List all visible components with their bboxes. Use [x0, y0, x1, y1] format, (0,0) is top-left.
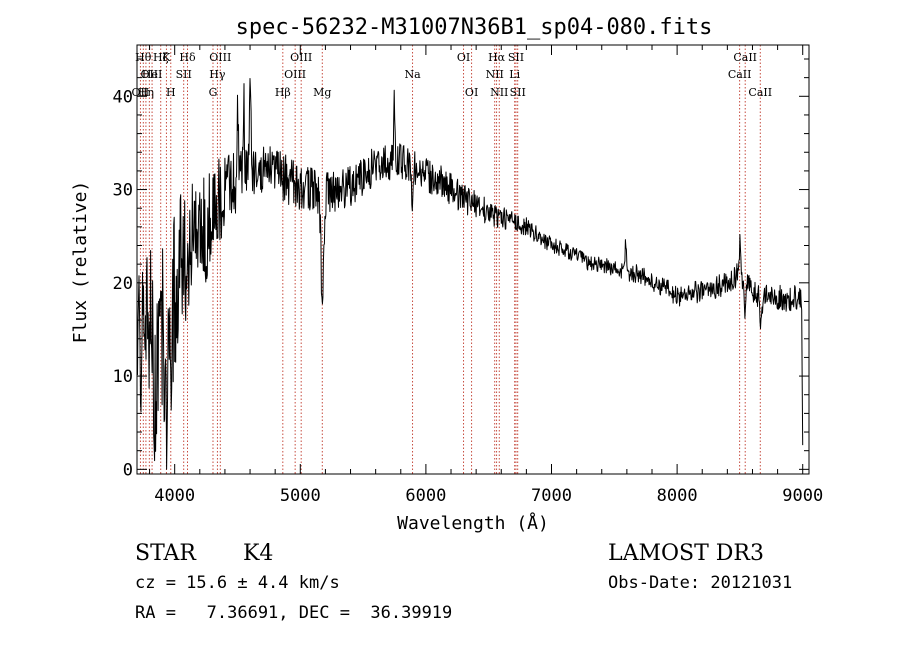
flux-series-line	[136, 78, 804, 470]
y-tick-label: 30	[113, 181, 133, 201]
spectral-line-label: Hη	[138, 86, 154, 99]
spectral-line-label: Li	[509, 68, 520, 81]
spectral-line-label: SII	[508, 51, 524, 64]
spectral-line-label: SII	[510, 86, 526, 99]
spectral-line-label: NII	[486, 68, 504, 81]
spectral-line-label: CaII	[733, 51, 757, 64]
spectral-line-label: H	[166, 86, 176, 99]
y-tick-label: 40	[113, 87, 133, 107]
spectral-line-label: OII	[132, 86, 150, 99]
spectral-line-label: SII	[176, 68, 192, 81]
spectral-line-label: OIII	[209, 51, 231, 64]
spectral-line-label: NII	[490, 86, 508, 99]
y-tick-label: 10	[113, 367, 133, 387]
spectral-line-label: Hα	[488, 51, 506, 64]
spectral-line-label: OI	[465, 86, 478, 99]
x-axis-label: Wavelength (Å)	[397, 512, 549, 534]
spectral-line-label: Mg	[313, 86, 331, 99]
spectral-line-label: OI	[457, 51, 470, 64]
x-tick-label: 7000	[531, 486, 572, 506]
y-tick-label: 20	[113, 274, 133, 294]
spectral-line-label: OIII	[284, 68, 306, 81]
coordinates: RA = 7.36691, DEC = 36.39919	[135, 603, 453, 623]
object-class: STAR	[135, 541, 196, 566]
chart-title: spec-56232-M31007N36B1_sp04-080.fits	[236, 15, 713, 40]
spectral-line-label: CaII	[748, 86, 772, 99]
y-tick-label: 0	[123, 460, 133, 480]
x-tick-label: 9000	[782, 486, 823, 506]
spectral-line-label: Hβ	[275, 86, 291, 99]
spectral-line-label: OIII	[290, 51, 312, 64]
x-tick-label: 6000	[405, 486, 446, 506]
object-subclass: K4	[243, 541, 274, 566]
spectral-line-label: K	[162, 51, 171, 64]
spectral-line-label: HeI	[142, 68, 162, 81]
redshift-velocity: cz = 15.6 ± 4.4 km/s	[135, 573, 340, 593]
spectral-line-label: CaII	[728, 68, 752, 81]
spectral-line-label: G	[209, 86, 218, 99]
y-axis-label: Flux (relative)	[70, 181, 91, 344]
x-tick-label: 5000	[280, 486, 321, 506]
x-tick-label: 8000	[657, 486, 698, 506]
spectral-line-label: OII	[140, 68, 158, 81]
plot-frame	[136, 44, 810, 475]
spectral-line-label: Hδ	[179, 51, 196, 64]
survey-name: LAMOST DR3	[608, 541, 764, 566]
spectral-line-label: Hθ	[135, 51, 152, 64]
spectral-line-label: Na	[404, 68, 421, 81]
observation-date: Obs-Date: 20121031	[608, 573, 793, 593]
spectral-line-label: Hγ	[209, 68, 226, 81]
spectral-line-label: Hζ	[153, 51, 169, 64]
x-tick-label: 4000	[154, 486, 195, 506]
